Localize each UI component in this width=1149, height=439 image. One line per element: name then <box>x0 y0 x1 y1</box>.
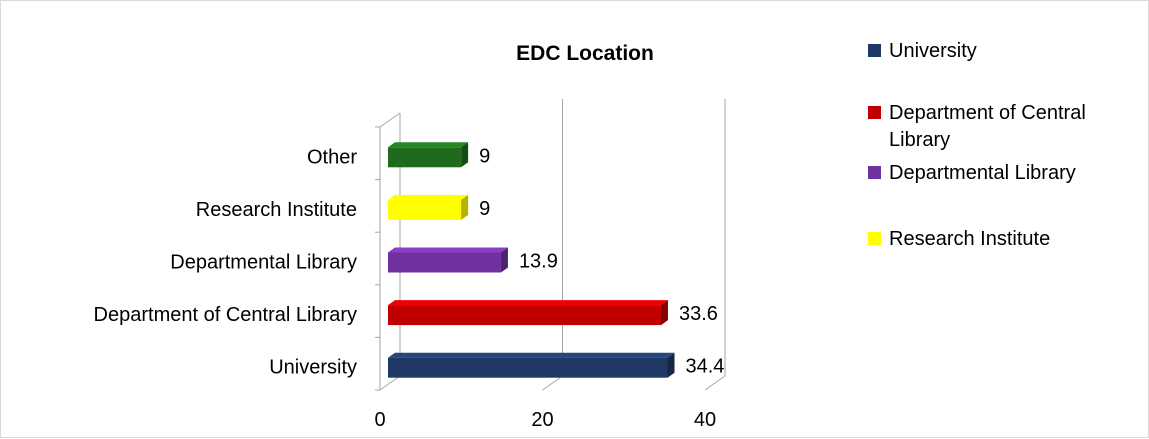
gridline-floor <box>542 375 563 391</box>
chart-title: EDC Location <box>516 42 654 65</box>
bar <box>388 357 668 378</box>
bar-end-face <box>500 247 508 273</box>
data-label: 13.9 <box>519 251 558 273</box>
legend-item-departmental-library: Departmental Library <box>868 160 1139 187</box>
data-label: 33.6 <box>679 303 718 325</box>
gridline-floor <box>704 375 726 391</box>
top-edge <box>379 112 401 128</box>
category-label: Department of Central Library <box>94 304 357 326</box>
bar-end-face <box>461 142 469 168</box>
legend-item-department-of-central-library: Department of Central Library <box>868 100 1139 154</box>
legend-item-research-institute: Research Institute <box>868 226 1139 253</box>
bar-end-face <box>461 194 469 220</box>
category-label: Departmental Library <box>170 252 357 274</box>
category-label: Other <box>307 146 357 168</box>
legend-swatch <box>868 166 881 179</box>
legend-label: Department of Central Library <box>889 102 1086 151</box>
legend-label: Departmental Library <box>889 162 1076 184</box>
bar-top-face <box>388 352 675 358</box>
bar <box>388 199 462 220</box>
bar <box>388 147 462 168</box>
bar-end-face <box>667 352 675 378</box>
legend-swatch <box>868 106 881 119</box>
bar-end-face <box>661 300 668 326</box>
legend-swatch <box>868 44 881 57</box>
legend-label: Research Institute <box>889 228 1051 250</box>
category-label: Research Institute <box>196 199 357 221</box>
x-tick-label: 40 <box>694 409 716 431</box>
x-tick-label: 20 <box>531 409 553 431</box>
bar-top-face <box>388 300 668 306</box>
data-label: 9 <box>479 145 490 167</box>
x-tick-label: 0 <box>374 409 385 431</box>
bar-top-face <box>388 142 469 148</box>
bar <box>388 252 501 273</box>
legend-item-university: University <box>868 38 1139 65</box>
bar-top-face <box>388 194 469 200</box>
data-label: 34.4 <box>686 356 725 378</box>
legend-label: University <box>889 40 977 62</box>
category-label: University <box>269 357 357 379</box>
data-label: 9 <box>479 198 490 220</box>
bar <box>388 305 661 326</box>
bottom-edge <box>379 375 401 391</box>
legend-swatch <box>868 232 881 245</box>
bar-top-face <box>388 247 508 253</box>
